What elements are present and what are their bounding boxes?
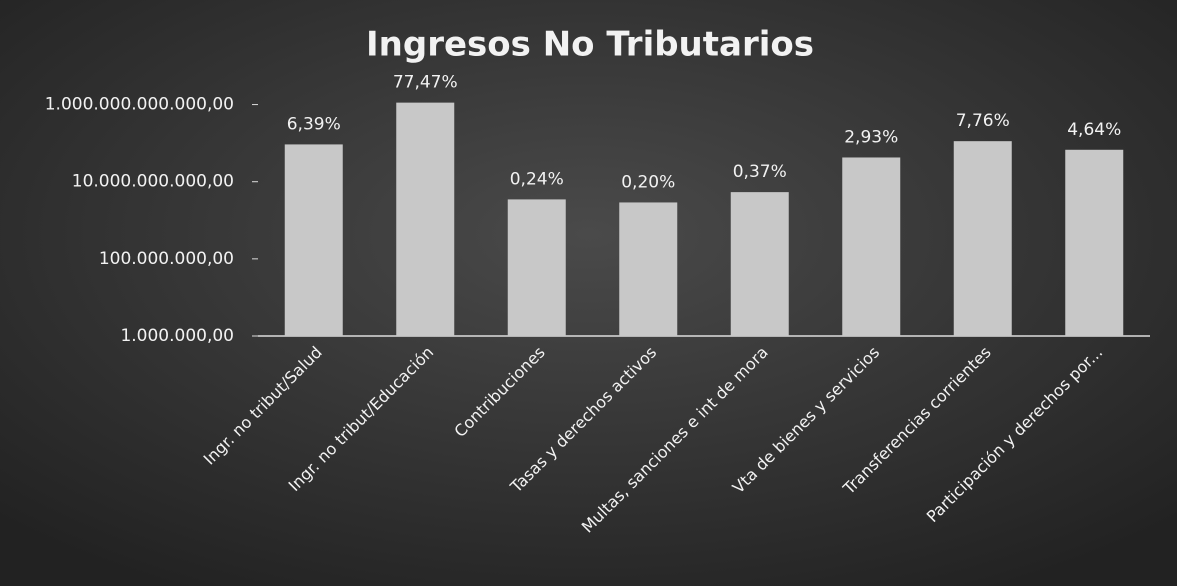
y-tick-label: 10.000.000.000,00 <box>72 172 234 192</box>
data-label: 7,76% <box>956 111 1010 131</box>
data-label: 0,37% <box>733 162 787 182</box>
chart-title: Ingresos No Tributarios <box>366 25 814 65</box>
y-tick-label: 1.000.000.000.000,00 <box>45 95 234 115</box>
bar <box>953 141 1012 336</box>
data-label: 0,20% <box>621 172 675 192</box>
data-label: 2,93% <box>844 127 898 147</box>
y-tick-label: 1.000.000,00 <box>120 326 234 346</box>
bar <box>1065 149 1124 336</box>
bar <box>619 202 678 336</box>
bar <box>284 144 343 336</box>
bar <box>730 192 789 336</box>
bar <box>842 157 901 336</box>
y-tick-label: 100.000.000,00 <box>99 249 234 269</box>
data-label: 6,39% <box>287 114 341 134</box>
bar <box>507 199 566 336</box>
data-label: 0,24% <box>510 169 564 189</box>
bar <box>396 102 455 337</box>
data-label: 4,64% <box>1067 120 1121 140</box>
data-label: 77,47% <box>393 73 458 93</box>
